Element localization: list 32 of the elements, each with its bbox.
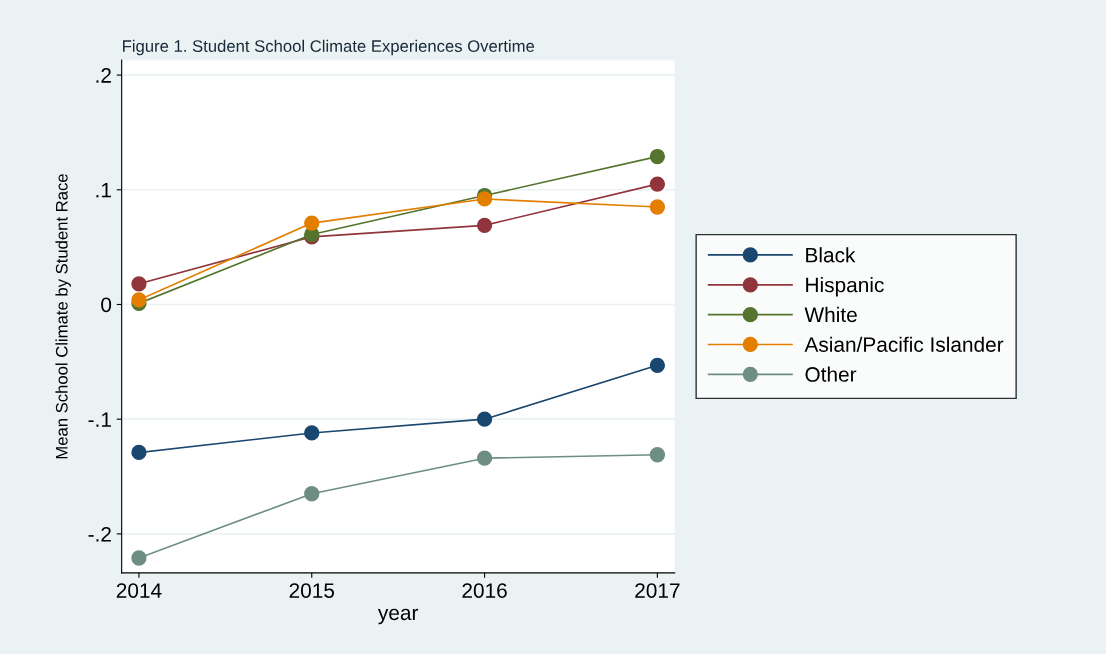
y-tick-label: .1	[96, 183, 111, 198]
point	[649, 176, 666, 192]
x-axis-title: year	[377, 608, 419, 625]
y-tick-label: -.2	[88, 526, 111, 542]
legend-label: Other	[805, 366, 857, 382]
point	[649, 447, 666, 463]
point	[476, 217, 493, 233]
point	[304, 425, 320, 441]
chart-title: Figure 1. Student School Climate Experiences Overtime	[123, 39, 535, 56]
point	[304, 486, 320, 502]
point	[649, 199, 666, 215]
y-tick-label: .2	[96, 68, 111, 83]
point	[476, 450, 493, 466]
x-tick-label: 2015	[289, 583, 335, 598]
point	[649, 148, 666, 165]
y-axis-title: Mean School Climate by Student Race	[55, 174, 71, 459]
y-tick-label: -.1	[88, 412, 111, 427]
point	[476, 191, 493, 207]
legend-label: Asian/Pacific Islander	[804, 336, 1004, 352]
point	[304, 215, 320, 231]
x-tick-label: 2017	[635, 583, 680, 598]
point	[131, 444, 147, 461]
legend-label: White	[804, 306, 857, 323]
legend-label: Hispanic	[806, 276, 884, 297]
point	[131, 550, 147, 566]
y-tick-label: 0	[101, 297, 112, 313]
point	[131, 276, 147, 292]
point	[649, 357, 666, 373]
x-tick-label: 2014	[116, 583, 162, 598]
legend-label: Black	[806, 247, 856, 263]
x-tick-label: 2016	[462, 583, 507, 598]
point	[476, 411, 493, 427]
